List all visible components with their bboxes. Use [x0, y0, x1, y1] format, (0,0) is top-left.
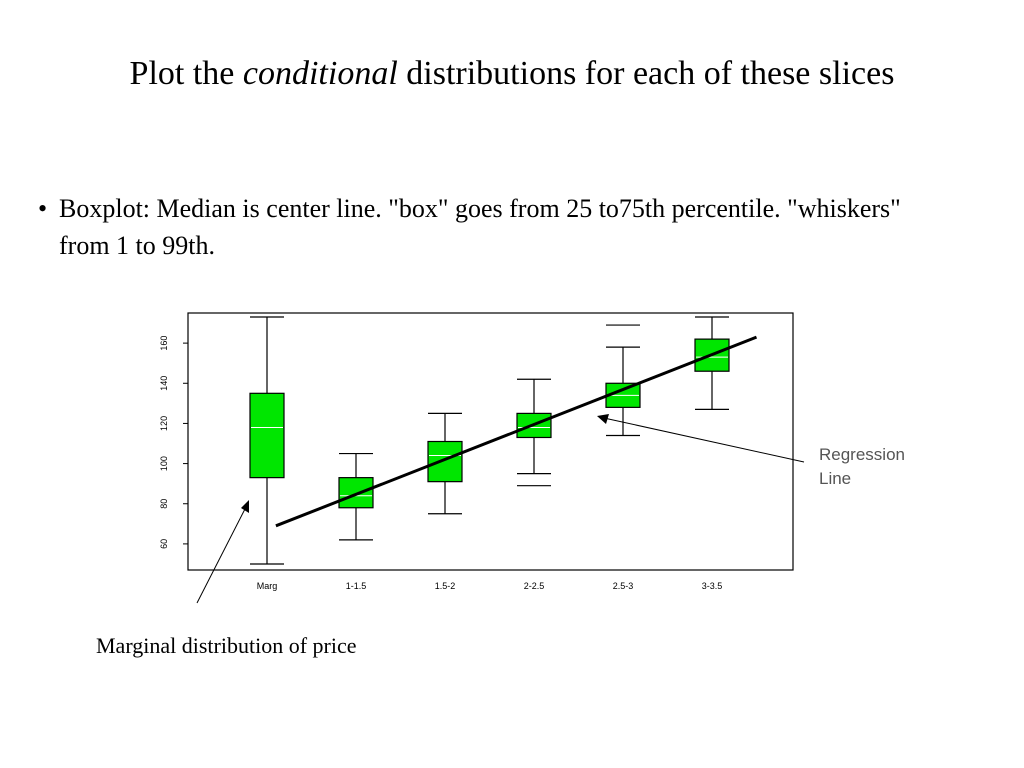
x-tick-label: 2.5-3 [613, 581, 634, 591]
marginal-caption: Marginal distribution of price [96, 633, 357, 659]
x-tick-label: 1-1.5 [346, 581, 367, 591]
regression-line-label: Regression [819, 445, 905, 464]
regression-arrow-head [597, 414, 609, 424]
y-tick-label: 80 [159, 499, 169, 509]
y-tick-label: 100 [159, 456, 169, 471]
regression-line [276, 337, 757, 526]
box [428, 442, 462, 482]
x-tick-label: 1.5-2 [435, 581, 456, 591]
y-tick-label: 140 [159, 376, 169, 391]
x-tick-label: 2-2.5 [524, 581, 545, 591]
regression-line-label: Line [819, 469, 851, 488]
box [250, 393, 284, 477]
y-tick-label: 160 [159, 336, 169, 351]
y-tick-label: 60 [159, 539, 169, 549]
marginal-arrow-line [197, 507, 246, 603]
x-tick-label: Marg [257, 581, 278, 591]
marginal-arrow-head [241, 500, 249, 513]
box [339, 478, 373, 508]
regression-arrow-line [604, 418, 804, 462]
x-tick-label: 3-3.5 [702, 581, 723, 591]
y-tick-label: 120 [159, 416, 169, 431]
